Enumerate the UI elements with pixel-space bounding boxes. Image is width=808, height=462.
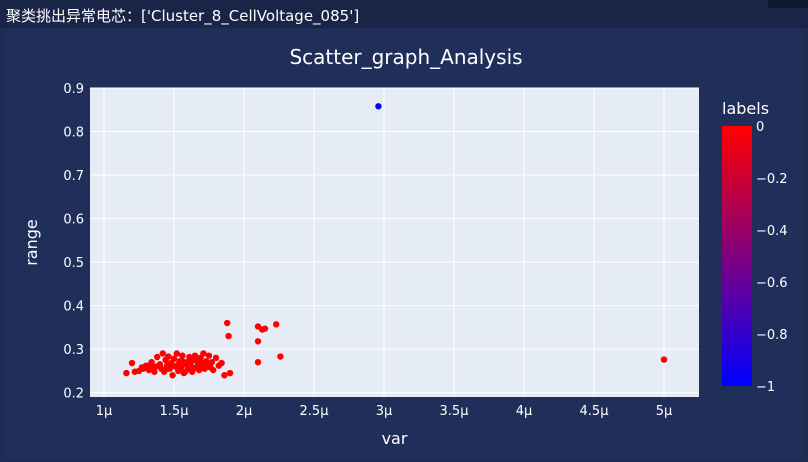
data-point	[210, 366, 217, 374]
data-points	[123, 103, 668, 379]
data-point	[123, 369, 130, 377]
data-point	[182, 368, 189, 375]
grid-lines	[90, 87, 699, 397]
y-tick-label: 0.7	[63, 169, 84, 184]
colorbar	[722, 126, 752, 386]
y-tick-label: 0.6	[63, 213, 84, 228]
y-axis-label: range	[22, 219, 41, 266]
colorbar-title: labels	[722, 99, 769, 118]
y-tick-label: 0.8	[63, 126, 84, 141]
data-point	[179, 352, 186, 359]
y-tick-label: 0.5	[63, 256, 84, 271]
anomaly-caption: 聚类挑出异常电芯：['Cluster_8_CellVoltage_085']	[6, 7, 360, 25]
data-point	[173, 350, 180, 357]
data-point	[218, 359, 225, 367]
data-point	[200, 350, 207, 357]
x-tick-label: 4.5μ	[580, 404, 609, 419]
data-point	[273, 321, 280, 328]
data-point	[212, 354, 220, 362]
x-tick-label: 4μ	[516, 404, 533, 419]
window-corner	[768, 0, 808, 8]
x-tick-label: 3.5μ	[440, 404, 469, 419]
data-point	[261, 325, 269, 332]
title-bar: 聚类挑出异常电芯：['Cluster_8_CellVoltage_085']	[0, 0, 808, 28]
data-point	[152, 363, 159, 370]
plot-area	[90, 88, 699, 397]
data-point	[187, 358, 194, 365]
data-point	[154, 353, 161, 361]
data-point	[660, 356, 668, 363]
data-point	[128, 359, 136, 367]
data-point	[147, 361, 154, 368]
data-point	[254, 338, 262, 345]
y-tick-label: 0.2	[63, 387, 84, 402]
x-tick-label: 1μ	[96, 404, 113, 419]
colorbar-tick-label: −0.8	[756, 328, 788, 343]
x-tick-labels: 1μ 1.5μ 2μ 2.5μ 3μ 3.5μ 4μ 4.5μ 5μ	[96, 404, 673, 419]
data-point	[277, 353, 284, 360]
chart-panel: 1μ 1.5μ 2μ 2.5μ 3μ 3.5μ 4μ 4.5μ 5μ 0.2 0.3 0.4 0.5 0…	[4, 28, 804, 460]
data-point	[159, 350, 166, 357]
y-tick-labels: 0.2 0.3 0.4 0.5 0.6 0.7 0.8 0.9	[63, 82, 84, 402]
data-point	[179, 358, 186, 365]
x-tick-label: 1.5μ	[160, 404, 189, 419]
data-point	[193, 354, 200, 362]
colorbar-tick-label: −0.4	[756, 224, 788, 239]
data-point	[169, 362, 176, 369]
data-point	[226, 369, 234, 377]
x-axis-label: var	[382, 429, 408, 448]
y-tick-label: 0.3	[63, 343, 84, 358]
data-point	[170, 355, 178, 362]
data-point	[198, 359, 206, 367]
data-point	[254, 358, 262, 366]
data-point	[224, 319, 231, 327]
data-point	[225, 332, 232, 340]
data-point	[169, 372, 176, 379]
y-tick-label: 0.4	[63, 300, 84, 315]
x-tick-label: 2μ	[236, 404, 253, 419]
colorbar-tick-label: −0.6	[756, 276, 788, 291]
chart-title: Scatter_graph_Analysis	[289, 45, 522, 69]
x-tick-label: 5μ	[656, 404, 673, 419]
data-point	[375, 103, 382, 110]
colorbar-tick-label: 0	[756, 120, 764, 135]
data-point	[165, 353, 172, 360]
data-point	[151, 368, 158, 375]
x-tick-label: 2.5μ	[300, 404, 329, 419]
x-tick-label: 3μ	[376, 404, 393, 419]
data-point	[138, 364, 145, 371]
data-point	[221, 372, 228, 379]
colorbar-tick-label: −1	[756, 380, 775, 395]
colorbar-ticks: 0 −0.2 −0.4 −0.6 −0.8 −1	[756, 120, 788, 395]
y-tick-label: 0.9	[63, 82, 84, 97]
colorbar-tick-label: −0.2	[756, 172, 788, 187]
data-point	[190, 365, 197, 372]
data-point	[205, 352, 213, 359]
data-point	[163, 365, 171, 372]
scatter-chart: 1μ 1.5μ 2μ 2.5μ 3μ 3.5μ 4μ 4.5μ 5μ 0.20.30.40.50…	[22, 45, 788, 448]
data-point	[208, 358, 215, 366]
